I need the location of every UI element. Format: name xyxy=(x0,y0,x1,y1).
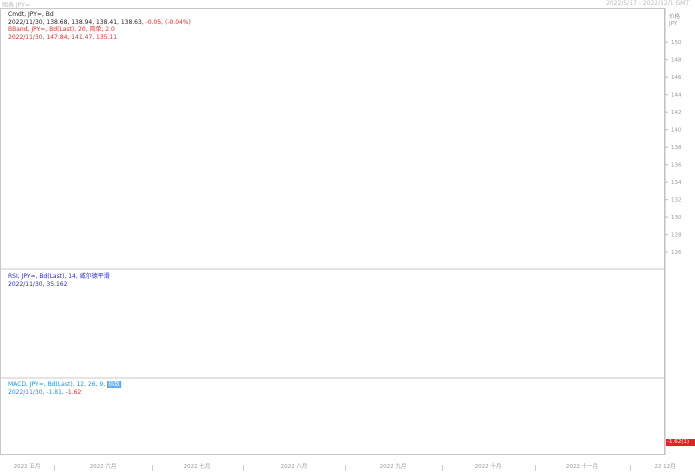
price-axis-label: 142 xyxy=(671,110,682,116)
price-axis-label: 144 xyxy=(671,93,682,99)
x-axis-month-label: 2022 五月 xyxy=(13,464,41,470)
price-axis-title: 价格 xyxy=(669,12,681,20)
macd-legend-title: MACD, JPY=, Bd(Last), 12, 26, 9, xyxy=(8,381,108,388)
x-axis-month-label: 2022 六月 xyxy=(89,464,117,470)
price-axis-label: 126 xyxy=(671,250,682,256)
macd-legend-values: 2022/11/30, -1.81, xyxy=(8,388,66,396)
month-separator xyxy=(442,465,443,471)
bband-legend-values: 2022/11/30, 147.84, 141.47, 135.11 xyxy=(8,33,118,41)
price-legend-title: Cmdt, JPY=, Bd xyxy=(8,11,54,18)
price-axis-label: 140 xyxy=(671,128,682,134)
price-axis-label: 132 xyxy=(671,198,682,204)
price-axis-unit: JPY xyxy=(668,21,678,27)
x-axis-month-label: 2022 十月 xyxy=(474,464,502,470)
month-separator xyxy=(152,465,153,471)
macd-legend-signal: -1.62 xyxy=(65,388,82,396)
price-legend-values: 2022/11/30, 138.68, 138.94, 138.41, 138.… xyxy=(8,18,146,26)
rsi-legend-values: 2022/11/30, 35.162 xyxy=(8,280,68,288)
price-axis-label: 146 xyxy=(671,75,682,81)
macd-legend: MACD, JPY=, Bd(Last), 12, 26, 9, 指数 2022… xyxy=(8,381,122,396)
x-axis-month-label: 2022 十一月 xyxy=(565,464,599,470)
month-separator xyxy=(630,465,631,471)
price-legend: Cmdt, JPY=, Bd 2022/11/30, 138.68, 138.9… xyxy=(8,11,191,41)
x-axis-month-label: 22 12月 xyxy=(654,464,676,470)
macd-legend-badge: 指数 xyxy=(107,381,122,388)
rsi-legend: RSI, JPY=, Bd(Last), 14, 威尔德平滑 2022/11/3… xyxy=(8,273,110,288)
price-axis-label: 150 xyxy=(671,40,682,46)
bband-legend-title: BBand, JPY=, Bd(Last), 20, 简单, 2.0 xyxy=(8,26,115,33)
month-separator xyxy=(535,465,536,471)
month-separator xyxy=(345,465,346,471)
price-axis-label: 138 xyxy=(671,145,682,151)
window-title: 图表 JPY= xyxy=(2,2,30,9)
price-axis-label: 128 xyxy=(671,233,682,239)
price-legend-change: -0.05, (-0.04%) xyxy=(145,18,191,26)
month-separator xyxy=(54,465,55,471)
x-axis-month-label: 2022 八月 xyxy=(280,464,308,470)
rsi-legend-title: RSI, JPY=, Bd(Last), 14, 威尔德平滑 xyxy=(8,273,110,280)
month-separator xyxy=(243,465,244,471)
macd-signal-tag: -1.62(1) xyxy=(666,439,695,446)
x-axis-month-label: 2022 九月 xyxy=(379,464,407,470)
date-range: 2022/5/17 - 2022/12/1 GMT xyxy=(606,0,689,7)
price-axis-label: 130 xyxy=(671,215,682,221)
price-axis-label: 136 xyxy=(671,163,682,169)
price-axis-label: 134 xyxy=(671,180,682,186)
x-axis-month-label: 2022 七月 xyxy=(183,464,211,470)
x-axis-months: 2022 五月 2022 六月 2022 七月 2022 八月 2022 九月 … xyxy=(0,464,695,472)
price-axis-label: 148 xyxy=(671,58,682,64)
